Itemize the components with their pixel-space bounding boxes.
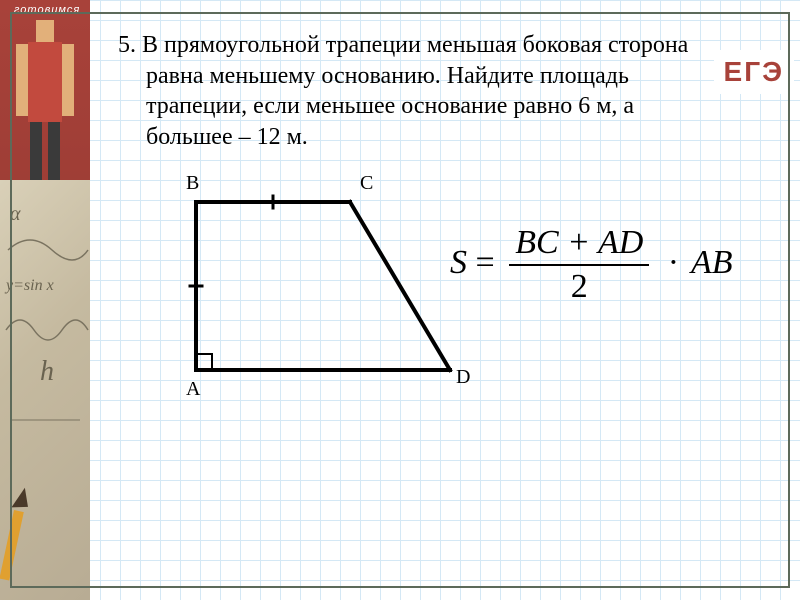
problem-line: трапеции, если меньшее основание равно 6… [118,91,758,122]
sidebar-strip: готовимся α y=sin x h [0,0,90,600]
vertex-label-a: A [186,378,200,401]
problem-line: равна меньшему основанию. Найдите площад… [118,61,758,92]
problem-line: большее – 12 м. [118,122,758,153]
problem-text: 5. В прямоугольной трапеции меньшая боко… [118,30,758,153]
vertex-label-b: B [186,172,199,195]
formula-lhs: S [450,244,467,281]
area-formula: S = BC + AD 2 · AB [450,224,733,306]
svg-text:α: α [10,203,21,225]
svg-text:h: h [40,356,54,387]
equals-sign: = [476,244,495,281]
fraction: BC + AD 2 [509,224,649,306]
problem-line: 5. В прямоугольной трапеции меньшая боко… [118,30,758,61]
vertex-label-d: D [456,366,470,389]
sidebar-math-panel: α y=sin x h [0,180,90,600]
multiply-dot: · [668,244,679,281]
sidebar-math-scribbles: α y=sin x h [0,180,90,600]
trapezoid-diagram: A B C D [160,186,460,406]
formula-rhs: AB [691,244,733,281]
sidebar-figure [0,0,90,180]
trapezoid-svg [160,186,460,406]
sidebar-top-text: готовимся [14,4,80,16]
fraction-numerator: BC + AD [509,224,649,266]
svg-text:y=sin x: y=sin x [4,277,54,294]
fraction-denominator: 2 [509,266,649,306]
vertex-label-c: C [360,172,373,195]
